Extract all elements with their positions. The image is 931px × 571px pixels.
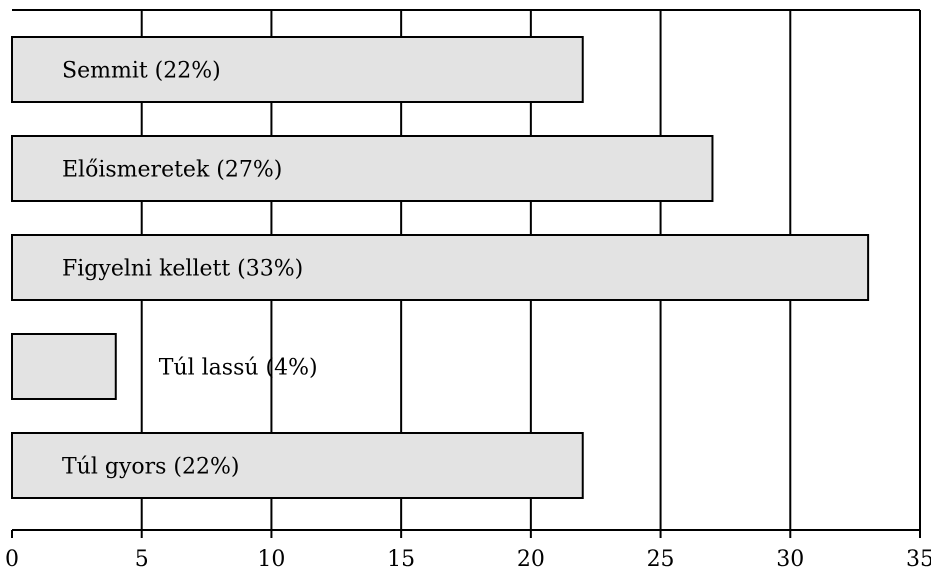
bar-label: Semmit (22%)	[62, 59, 221, 84]
bar-label: Túl lassú (4%)	[159, 356, 318, 381]
bar	[11, 333, 117, 400]
x-tick-label: 25	[647, 547, 675, 571]
x-tick-label: 0	[5, 547, 19, 571]
x-tick-label: 5	[135, 547, 149, 571]
x-axis: 0 5 10 15 20 25 30 35	[5, 9, 931, 571]
bar-labels: Semmit (22%) Előismeretek (27%) Figyelni k…	[62, 59, 318, 480]
x-tick-label: 35	[906, 547, 931, 571]
x-tick-label: 15	[387, 547, 415, 571]
x-tick-label: 10	[257, 547, 285, 571]
bar	[11, 432, 584, 499]
x-tick-label: 30	[776, 547, 804, 571]
x-tick-label: 20	[517, 547, 545, 571]
bar	[11, 36, 584, 103]
bar-label: Figyelni kellett (33%)	[62, 257, 303, 282]
bars	[11, 36, 870, 499]
bar	[11, 135, 714, 202]
bar-label: Túl gyors (22%)	[62, 455, 240, 480]
bar	[11, 234, 870, 301]
bar-label: Előismeretek (27%)	[62, 158, 282, 183]
